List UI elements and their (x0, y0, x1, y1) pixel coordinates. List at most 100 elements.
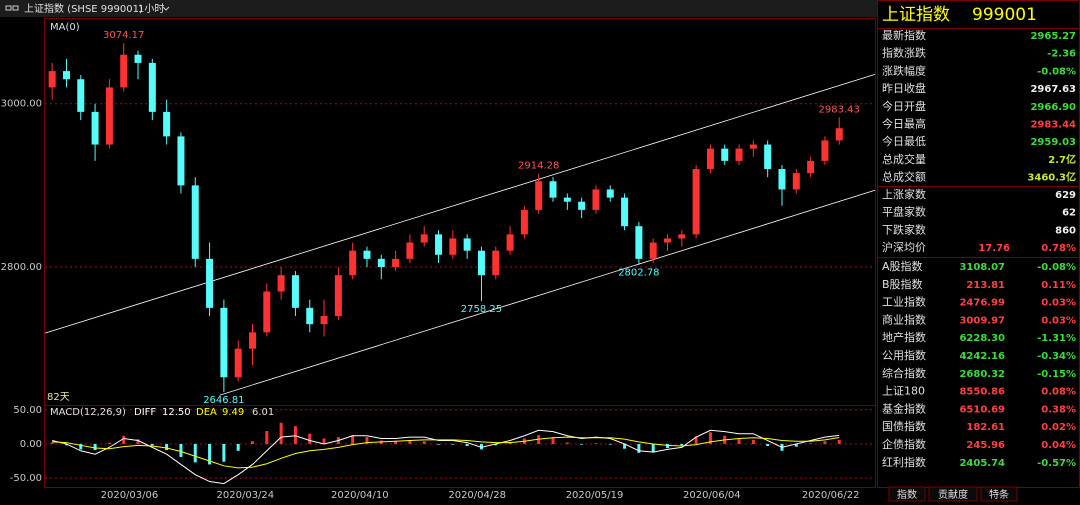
index-name: 上证180 (882, 385, 925, 398)
macd-legend: MACD(12,26,9) (50, 407, 126, 418)
candle-body (749, 144, 757, 149)
macd-bar (823, 441, 827, 444)
y-tick-label: 3000.00 (1, 99, 42, 110)
extreme-label: 2646.81 (203, 395, 244, 406)
macd-bar (479, 443, 483, 450)
macd-bar (308, 433, 312, 444)
row-value: 860 (1055, 225, 1076, 236)
macd-bar (623, 443, 627, 449)
index-change: 0.11% (1041, 280, 1076, 291)
macd-bar (93, 443, 97, 451)
candle-body (320, 316, 328, 325)
macd-bar (422, 441, 426, 444)
macd-bar (222, 443, 226, 462)
candle-body (492, 250, 500, 276)
candle-body (807, 160, 815, 174)
macd-bar (637, 443, 641, 453)
index-change: -0.34% (1037, 351, 1076, 362)
candle-body (535, 181, 543, 210)
macd-bar (494, 443, 498, 446)
candle-body (578, 201, 586, 210)
macd-bar (150, 443, 154, 446)
macd-bar (680, 443, 684, 446)
index-change: -0.15% (1037, 369, 1076, 380)
macd-bar (794, 443, 798, 447)
y-tick-label: 2800.00 (1, 262, 42, 273)
index-name: 地产指数 (882, 330, 926, 344)
dropdown-arrow[interactable] (162, 6, 170, 11)
candle-body (177, 136, 185, 186)
candle-body (821, 140, 829, 161)
row-label: 今日开盘 (882, 99, 926, 113)
candle-body (792, 173, 800, 190)
row-value: 2967.63 (1030, 84, 1076, 95)
candle-body (664, 238, 671, 243)
x-tick-label: 2020/06/22 (802, 490, 860, 501)
macd-line (52, 436, 840, 469)
index-value: 3009.97 (959, 315, 1005, 326)
candle-body (835, 128, 843, 141)
index-value: 2405.74 (959, 458, 1005, 469)
y-tick-label: -50.00 (10, 473, 42, 484)
candle-body (735, 148, 743, 161)
macd-bar (236, 443, 240, 451)
candle-body (91, 111, 99, 145)
macd-bar (265, 430, 269, 444)
trend-line (219, 189, 876, 396)
trend-line (44, 73, 876, 334)
row-value: -0.08% (1037, 66, 1076, 77)
row-change: 0.78% (1041, 243, 1076, 254)
index-name: A股指数 (882, 259, 923, 273)
tab-label[interactable]: 贡献度 (938, 488, 968, 501)
chart-frame (44, 18, 876, 488)
tab-label[interactable]: 指数 (897, 488, 917, 501)
x-tick-label: 2020/05/19 (566, 490, 624, 501)
candle-body (678, 234, 686, 239)
macd-bar (122, 435, 126, 444)
candle-body (406, 242, 414, 259)
index-value: 2680.32 (959, 369, 1005, 380)
candle-body (191, 185, 199, 259)
index-value: 213.81 (966, 280, 1005, 291)
row-label: 总成交量 (882, 152, 926, 166)
icon (5, 5, 12, 11)
candle-body (291, 275, 299, 308)
candle-body (477, 250, 485, 276)
candle-body (706, 148, 714, 170)
row-label: 涨跌幅度 (882, 63, 926, 77)
candle-body (263, 291, 271, 333)
macd-bar (666, 443, 669, 449)
macd-bar (193, 443, 197, 463)
macd-bar (251, 441, 254, 444)
x-tick-label: 2020/03/06 (101, 490, 159, 501)
macd-bar (165, 443, 169, 451)
candle-body (449, 238, 457, 255)
index-change: 0.03% (1041, 298, 1076, 309)
row-value: -2.36 (1047, 49, 1076, 60)
tab[interactable] (888, 486, 926, 502)
tab-label[interactable]: 特条 (989, 488, 1009, 501)
macd-line (52, 429, 840, 485)
row-label: 最新指数 (882, 28, 926, 42)
row-label: 今日最低 (882, 134, 926, 148)
header-period[interactable]: 1小时 (138, 3, 164, 15)
x-tick-label: 2020/04/28 (448, 490, 506, 501)
macd-legend: 9.49 (222, 407, 244, 418)
macd-bar (394, 441, 398, 444)
candle-body (363, 250, 371, 259)
header-title[interactable]: 上证指数 (SHSE 999001) (24, 2, 143, 15)
candle-body (120, 54, 128, 88)
tab[interactable] (980, 486, 1018, 502)
row-value: 2.7亿 (1048, 153, 1076, 166)
candle-body (606, 189, 614, 198)
macd-bar (737, 439, 741, 444)
x-tick-label: 2020/03/24 (217, 490, 275, 501)
macd-bar (293, 426, 297, 444)
tab[interactable] (928, 486, 978, 502)
macd-bar (651, 443, 655, 453)
macd-bar (465, 443, 469, 446)
macd-bar (79, 443, 83, 450)
candle-body (549, 181, 557, 198)
candle-body (220, 307, 228, 378)
